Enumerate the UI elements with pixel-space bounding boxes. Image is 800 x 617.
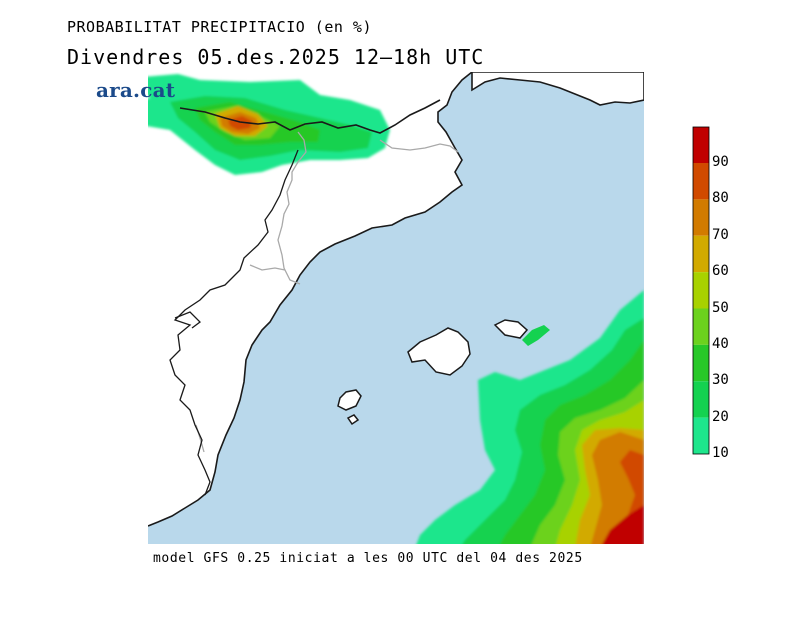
model-run-footer: model GFS 0.25 iniciat a les 00 UTC del … (153, 551, 583, 566)
coastline-mainland (148, 72, 473, 527)
colorbar-tick-label: 50 (712, 299, 729, 316)
map-title: PROBABILITAT PRECIPITACIO (en %) (67, 18, 372, 36)
colorbar-segment (693, 199, 709, 236)
colorbar-tick-label: 80 (712, 190, 729, 207)
colorbar (692, 126, 710, 455)
colorbar-segment (693, 344, 709, 382)
colorbar-tick-label: 70 (712, 226, 729, 243)
pyrenees-precip-field (148, 74, 390, 175)
colorbar-segment (693, 308, 709, 345)
colorbar-segment (693, 381, 709, 418)
ibiza-island (337, 389, 362, 411)
map-subtitle: Divendres 05.des.2025 12–18h UTC (67, 45, 485, 69)
menorca-island (493, 319, 529, 339)
colorbar-tick-label: 40 (712, 335, 729, 352)
colorbar-segment (693, 235, 709, 273)
pyrenees-border (179, 99, 441, 134)
spain-inner-borders (169, 149, 299, 496)
colorbar-tick-label: 10 (712, 445, 729, 461)
colorbar-segment (693, 163, 709, 200)
menorca-precip-speck (522, 325, 550, 346)
se-med-precip-field (416, 290, 644, 544)
colorbar-tick-label: 30 (712, 372, 729, 389)
france-coast-land (471, 72, 644, 106)
colorbar-segment (693, 417, 709, 454)
ara-cat-logo[interactable]: ara.cat (96, 78, 176, 102)
formentera-island (346, 414, 360, 426)
colorbar-tick-label: 60 (712, 263, 729, 280)
colorbar-segment (693, 127, 709, 163)
colorbar-segment (693, 272, 709, 309)
mainland-land (148, 72, 472, 526)
colorbar-tick-label: 20 (712, 408, 729, 425)
colorbar-tick-label: 90 (712, 154, 729, 170)
mallorca-island (407, 327, 471, 376)
